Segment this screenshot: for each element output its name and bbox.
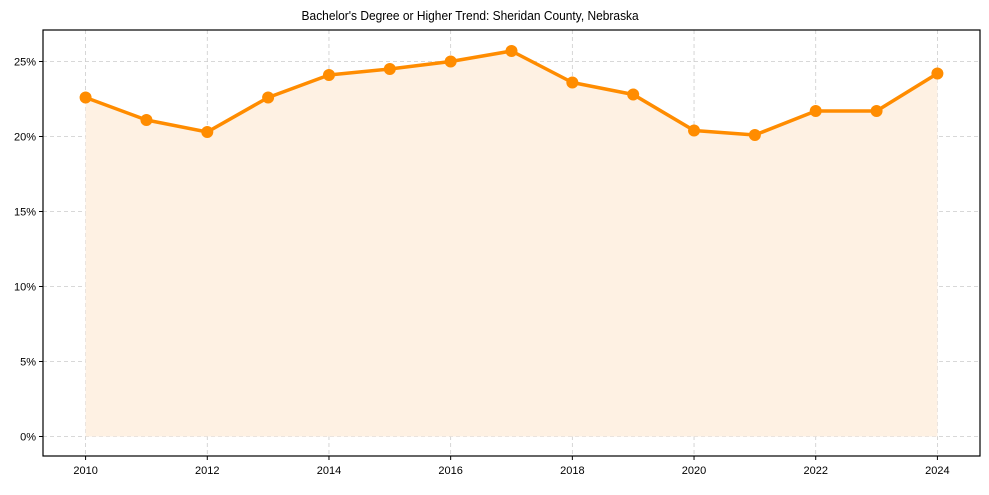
y-tick-label: 5% [20,357,36,369]
data-point-marker [931,67,944,80]
data-point-marker [566,76,579,89]
data-point-marker [322,69,335,81]
data-point-marker [748,129,761,141]
y-tick-label: 10% [14,282,36,294]
x-tick-label: 2016 [438,465,462,477]
x-tick-label: 2010 [73,465,97,477]
y-tick-label: 0% [20,432,36,444]
data-point-marker [79,91,92,104]
chart-title: Bachelor's Degree or Higher Trend: Sheri… [301,8,639,23]
area-fill-path [85,51,938,437]
y-axis-ticks: 0% 5% 10% 15% 20% 25% [14,57,43,444]
data-point-marker [383,63,396,75]
data-point-marker [262,91,275,104]
y-tick-label: 15% [14,207,36,219]
y-tick-label: 25% [14,57,36,69]
x-tick-label: 2022 [803,465,827,477]
x-axis-ticks: 2010 2012 2014 2016 2018 2020 2022 2024 [73,456,950,477]
data-markers [79,45,944,141]
data-point-marker [809,105,822,117]
x-tick-label: 2018 [560,465,584,477]
data-point-marker [688,124,701,137]
data-point-marker [870,105,883,117]
x-tick-label: 2024 [925,465,949,477]
area-fill [85,51,938,437]
data-point-marker [505,45,518,57]
y-tick-label: 20% [14,132,36,144]
x-tick-label: 2020 [682,465,706,477]
x-tick-label: 2012 [195,465,219,477]
data-point-marker [140,114,153,126]
data-point-marker [627,88,640,101]
data-point-marker [444,55,457,68]
plot-frame [42,29,981,457]
data-point-marker [201,126,214,138]
x-tick-label: 2014 [317,465,341,477]
